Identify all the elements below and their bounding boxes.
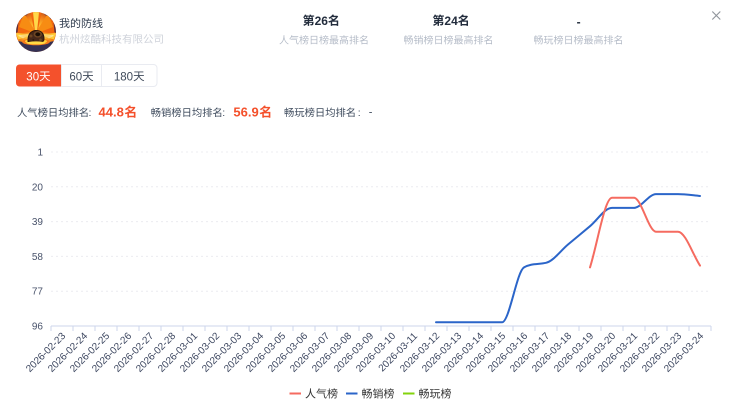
svg-text:1: 1 xyxy=(37,148,43,159)
svg-text:96: 96 xyxy=(32,322,44,333)
svg-text:44.8: 44.8 xyxy=(99,105,124,120)
svg-text:30: 30 xyxy=(26,71,39,83)
svg-text:26: 26 xyxy=(315,14,329,28)
svg-text::: : xyxy=(358,107,361,119)
svg-text::: : xyxy=(89,107,92,119)
svg-text:-: - xyxy=(577,15,581,29)
svg-text:39: 39 xyxy=(32,217,44,228)
svg-text:58: 58 xyxy=(32,252,44,263)
svg-text:77: 77 xyxy=(32,287,44,298)
svg-text:56.9: 56.9 xyxy=(233,105,258,120)
svg-text:-: - xyxy=(369,107,373,119)
svg-text:180: 180 xyxy=(114,71,133,83)
svg-text:24: 24 xyxy=(444,14,458,28)
svg-text::: : xyxy=(222,107,225,119)
svg-text:60: 60 xyxy=(69,71,82,83)
svg-text:20: 20 xyxy=(32,182,44,193)
